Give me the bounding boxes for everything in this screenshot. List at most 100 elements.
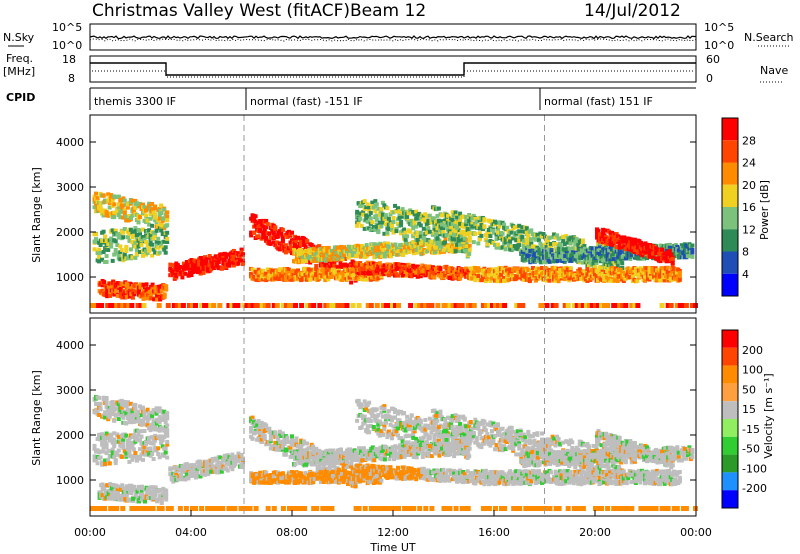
echo-cell [419,245,424,250]
echo-cell [228,260,233,265]
echo-cell [365,219,370,224]
echo-cell [580,260,585,265]
echo-cell [104,396,109,400]
echo-cell [178,265,183,269]
echo-cell [538,303,544,308]
echo-cell [596,278,600,283]
echo-cell [100,288,105,293]
echo-cell [435,236,440,241]
echo-cell [151,236,156,241]
echo-cell [664,256,669,261]
echo-cell [681,250,686,255]
echo-cell [136,244,141,249]
echo-cell [285,235,290,239]
echo-cell [638,249,643,254]
echo-cell [629,237,634,242]
echo-cell [421,234,426,238]
echo-cell [146,287,151,292]
echo-cell [415,216,420,221]
echo-cell [512,244,517,248]
echo-cell [154,240,159,245]
echo-cell [557,246,562,251]
echo-cell [264,271,269,276]
echo-cell [534,247,539,252]
echo-cell [159,211,164,216]
echo-cell [611,257,616,262]
echo-cell [494,237,499,242]
echo-cell [372,242,377,247]
echo-cell [400,214,405,219]
echo-cell [467,251,472,256]
echo-cell [473,231,478,236]
colorbar-swatch [722,184,738,207]
echo-cell [226,303,232,308]
echo-cell [370,247,375,251]
echo-cell [556,236,561,241]
echo-cell [575,252,580,257]
echo-cell [150,242,155,247]
echo-cell [544,266,549,271]
echo-cell [349,280,354,285]
echo-cell [380,303,386,308]
echo-cell [391,230,396,235]
echo-cell [138,232,142,237]
echo-cell [299,303,305,308]
echo-cell [206,265,211,270]
echo-cell [424,242,429,247]
echo-cell [97,240,102,245]
echo-cell [121,196,126,201]
echo-cell [116,213,121,218]
echo-cell [505,275,510,280]
echo-cell [385,250,390,255]
echo-cell [393,203,397,208]
echo-cell [256,303,262,308]
echo-cell [667,245,672,250]
noise-left-label: N.Sky [3,31,35,44]
echo-cell [127,294,132,299]
echo-cell [216,260,221,264]
noise-sky-trace [89,35,696,40]
echo-cell [308,268,313,273]
echo-cell [264,225,269,230]
echo-cell [455,242,460,247]
echo-cell [141,202,145,207]
echo-cell [98,401,103,406]
echo-cell [106,248,111,252]
echo-cell [180,275,185,280]
echo-cell [147,201,152,206]
echo-cell [512,225,517,230]
echo-cell [104,401,109,406]
echo-cell [553,303,559,308]
echo-cell [467,236,472,241]
echo-cell [676,255,681,260]
echo-cell [580,238,585,243]
echo-cell [552,242,557,247]
echo-cell [133,255,138,260]
echo-cell [295,256,299,261]
echo-cell [165,218,170,223]
echo-cell [635,245,640,250]
echo-cell [144,208,148,213]
echo-cell [538,231,543,236]
echo-cell [368,210,373,215]
echo-cell [361,210,366,215]
echo-cell [112,210,117,215]
echo-cell [165,230,170,235]
echo-cell [126,303,132,308]
echo-cell [452,232,457,237]
noise-right-tick-bottom: 10^0 [704,39,734,52]
echo-cell [195,270,200,275]
echo-cell [674,303,680,308]
echo-cell [104,405,109,410]
echo-cell [107,415,112,420]
noise-panel: N.Sky 10^5 10^0 10^5 10^0 N.Search [3,21,794,52]
echo-cell [273,276,278,281]
echo-cell [576,270,581,274]
echo-cell [562,303,568,308]
echo-cell [661,269,666,274]
echo-cell [420,303,426,308]
echo-cell [109,193,114,198]
echo-cell [503,247,508,252]
echo-cell [136,220,141,225]
echo-cell [443,237,448,241]
